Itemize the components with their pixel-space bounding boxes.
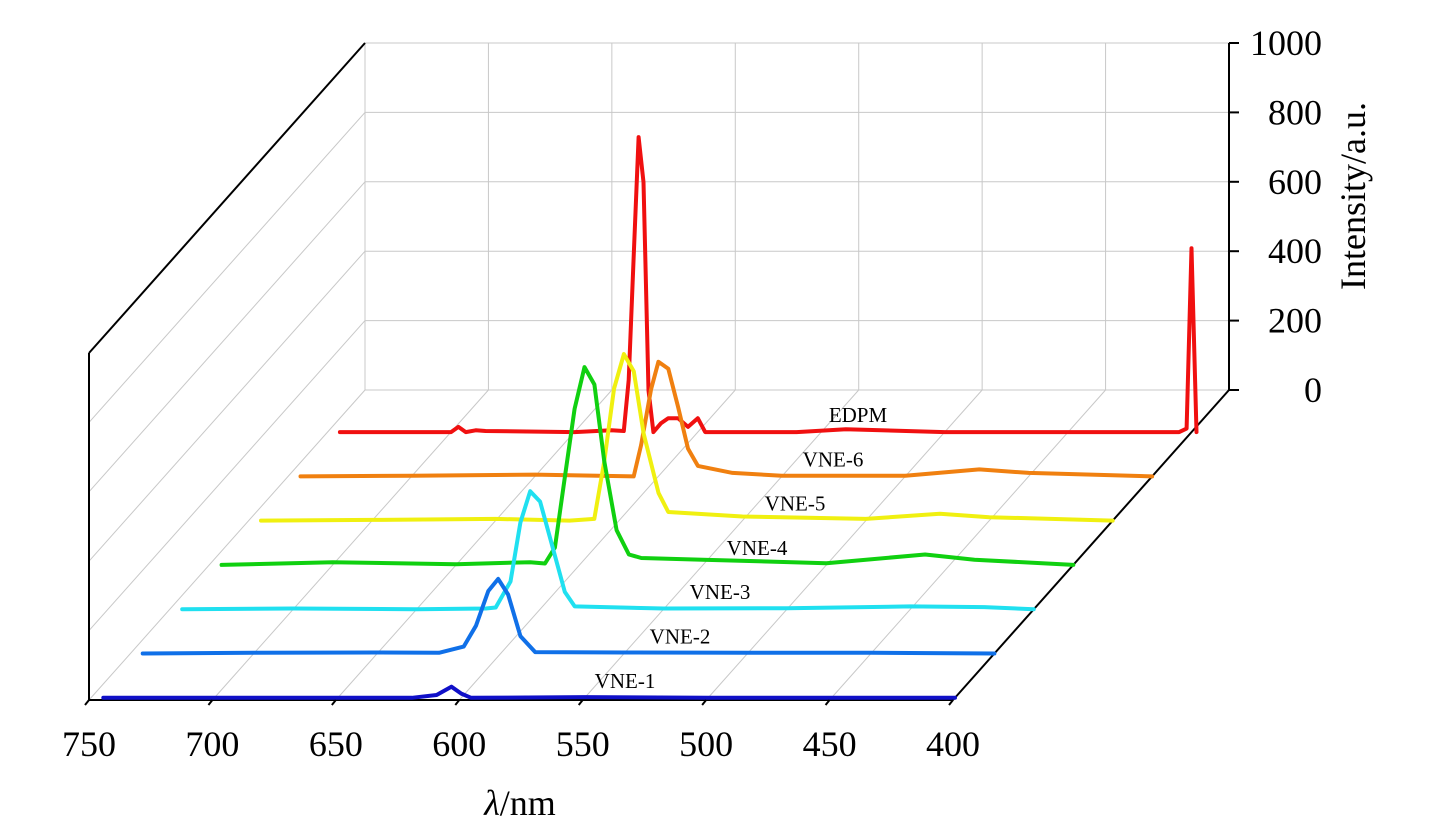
x-tick-mark <box>207 699 214 706</box>
top-left-edge <box>88 42 366 354</box>
side-wall-grid-line <box>88 112 366 423</box>
side-wall-grid-line <box>88 250 366 562</box>
x-tick-mark <box>454 699 461 706</box>
series-line-vne-1 <box>101 684 957 700</box>
floor-grid-line <box>88 389 366 701</box>
x-tick-label: 600 <box>432 724 486 764</box>
x-axis-title: λ/nm <box>483 783 556 823</box>
axis-frame <box>88 42 1230 701</box>
series-line-vne-4 <box>219 365 1076 567</box>
x-tick-mark <box>331 699 337 706</box>
series-label-edpm: EDPM <box>829 403 888 427</box>
series-label-vne-3: VNE-3 <box>690 580 751 604</box>
z-tick-label: 0 <box>1304 370 1322 410</box>
floor-grid-line <box>335 389 613 701</box>
x-tick-mark <box>948 699 954 706</box>
side-wall-grid-line <box>88 181 366 493</box>
z-axis-title: Intensity/a.u. <box>1333 102 1373 290</box>
x-tick-label: 450 <box>803 724 857 764</box>
floor-grid-line <box>582 389 860 701</box>
x-tick-label: 400 <box>926 724 980 764</box>
x-tick-mark <box>701 699 707 706</box>
series-layer: EDPM VNE-6 VNE-5 VNE-4 VNE-3 VNE-2 VNE-1 <box>101 135 1199 700</box>
x-tick-label: 550 <box>556 724 610 764</box>
x-tick-label: 500 <box>679 724 733 764</box>
x-tick-label: 700 <box>185 724 239 764</box>
series-label-vne-6: VNE-6 <box>803 447 864 471</box>
x-tick-label: 650 <box>309 724 363 764</box>
series-label-vne-5: VNE-5 <box>765 492 826 516</box>
right-floor-edge <box>952 389 1230 701</box>
x-tick-mark <box>84 699 90 706</box>
side-wall-grid-line <box>88 320 366 631</box>
floor-grid-line <box>212 389 489 701</box>
series-line-vne-2 <box>140 576 997 656</box>
x-axis-title-symbol: λ <box>483 783 500 823</box>
series-label-vne-4: VNE-4 <box>727 536 788 560</box>
x-tick-mark <box>824 699 831 706</box>
x-axis-title-unit: /nm <box>500 783 556 823</box>
x-tick-labels: 750 700 650 600 550 500 450 400 <box>62 699 980 764</box>
floor-grid-line <box>458 389 736 701</box>
floor-grid-line <box>705 389 983 701</box>
z-tick-label: 1000 <box>1250 23 1322 63</box>
z-tick-label: 800 <box>1268 92 1322 132</box>
x-tick-label: 750 <box>62 724 116 764</box>
z-tick-label: 400 <box>1268 231 1322 271</box>
series-line-vne-6 <box>298 359 1155 479</box>
series-line-vne-3 <box>180 489 1036 612</box>
x-tick-mark <box>577 699 584 706</box>
z-tick-label: 600 <box>1268 162 1322 202</box>
z-tick-label: 200 <box>1268 301 1322 341</box>
floor-grid-line <box>829 389 1106 701</box>
series-line-edpm <box>337 135 1199 435</box>
z-tick-labels: 0 200 400 600 800 1000 <box>1229 23 1322 410</box>
grid <box>88 42 1230 701</box>
series-label-vne-2: VNE-2 <box>650 625 711 649</box>
series-label-vne-1: VNE-1 <box>595 669 656 693</box>
